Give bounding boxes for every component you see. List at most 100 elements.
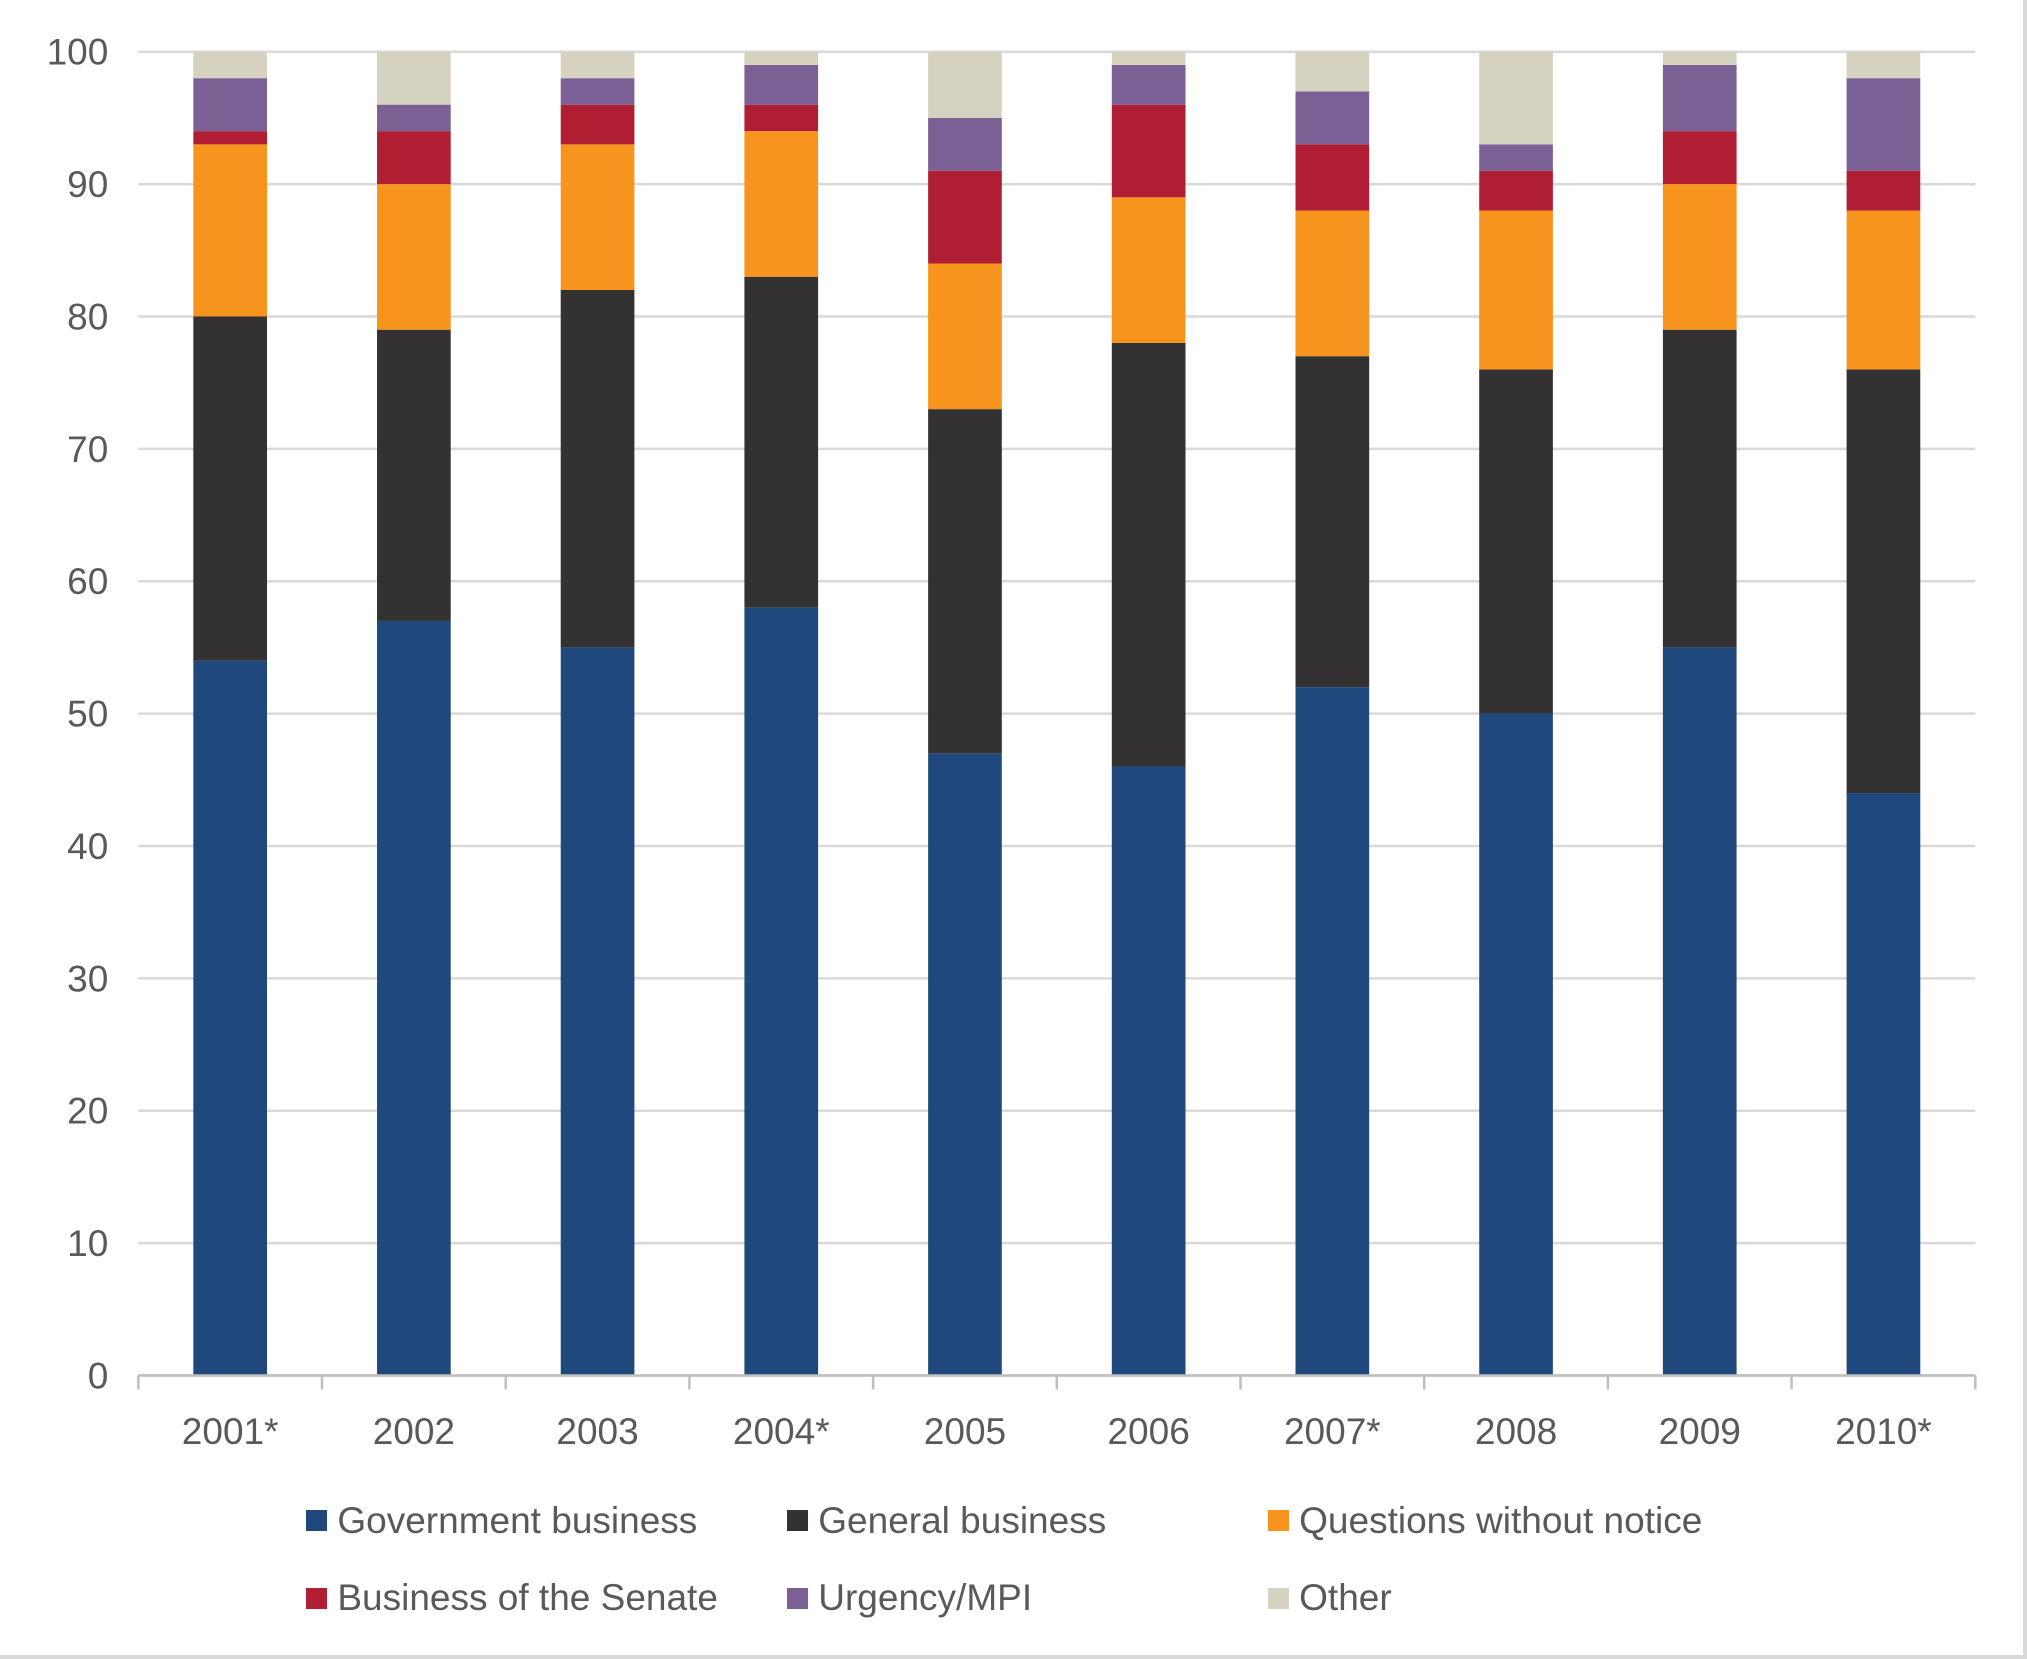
- y-tick-label: 100: [47, 32, 109, 73]
- bar-segment-government-business: [1295, 687, 1370, 1376]
- bar-segment-urgency-mpi: [1111, 64, 1186, 105]
- bar-segment-general-business: [560, 289, 635, 648]
- y-tick-label: 30: [67, 958, 108, 999]
- bar-segment-government-business: [377, 620, 451, 1376]
- legend-item-government-business: Government business: [306, 1500, 697, 1542]
- bar-segment-business-of-the-senate: [1295, 144, 1370, 211]
- bar-segment-business-of-the-senate: [1846, 170, 1921, 211]
- bar-segment-questions-without-notice: [1479, 210, 1553, 370]
- bar-segment-government-business: [1662, 647, 1737, 1376]
- y-tick-label: 40: [67, 826, 108, 867]
- x-tick-label: 2006: [1107, 1411, 1189, 1452]
- bar-stack-2009: [1662, 51, 1737, 1376]
- bar-stack-2010-star: [1846, 51, 1921, 1376]
- bar-segment-other: [1662, 51, 1737, 65]
- bar-segment-questions-without-notice: [560, 144, 635, 290]
- y-tick-label: 60: [67, 561, 108, 602]
- bar-segment-government-business: [193, 660, 268, 1376]
- y-tick-label: 90: [67, 164, 108, 205]
- bar-segment-general-business: [928, 409, 1002, 754]
- bar-segment-other: [1479, 51, 1553, 145]
- bar-segment-business-of-the-senate: [1479, 170, 1553, 211]
- bar-segment-urgency-mpi: [1479, 144, 1553, 171]
- bar-stack-2006: [1111, 51, 1186, 1376]
- y-tick-label: 50: [67, 694, 108, 735]
- legend-item-urgency-mpi: Urgency/MPI: [787, 1577, 1032, 1619]
- bar-segment-other: [744, 51, 819, 65]
- bar-segment-other: [1295, 51, 1370, 92]
- bar-segment-general-business: [1111, 342, 1186, 767]
- bar-segment-urgency-mpi: [744, 64, 819, 105]
- legend-swatch: [1268, 1587, 1290, 1609]
- bar-segment-other: [1846, 51, 1921, 79]
- bar-segment-government-business: [928, 753, 1002, 1376]
- x-tick-label: 2007*: [1284, 1411, 1381, 1452]
- bar-segment-questions-without-notice: [377, 184, 451, 330]
- bar-stack-2008: [1479, 51, 1553, 1376]
- bar-stack-2004-star: [744, 51, 819, 1376]
- axes: [137, 1374, 1977, 1390]
- bar-segment-general-business: [1662, 329, 1737, 648]
- bar-segment-business-of-the-senate: [377, 131, 451, 185]
- x-tick-label: 2003: [556, 1411, 638, 1452]
- legend-swatch: [306, 1587, 328, 1609]
- legend-swatch: [1268, 1510, 1290, 1532]
- bar-segment-urgency-mpi: [560, 78, 635, 105]
- bar-segment-other: [1111, 51, 1186, 65]
- bar-segment-questions-without-notice: [1846, 210, 1921, 370]
- bar-segment-business-of-the-senate: [560, 104, 635, 145]
- x-tick-label: 2005: [924, 1411, 1006, 1452]
- legend-label: Other: [1299, 1577, 1392, 1619]
- bar-stack-2001-star: [193, 51, 268, 1376]
- y-axis-tick-labels: 0 10 20 30 40 50 60 70 80 90 100: [47, 32, 109, 1397]
- bar-segment-general-business: [1479, 369, 1553, 714]
- y-tick-label: 0: [88, 1355, 109, 1396]
- bar-segment-questions-without-notice: [193, 144, 268, 317]
- bar-segment-urgency-mpi: [928, 117, 1002, 171]
- bar-segment-urgency-mpi: [377, 104, 451, 132]
- bar-segment-government-business: [1111, 766, 1186, 1376]
- x-tick-label: 2009: [1659, 1411, 1741, 1452]
- bar-segment-questions-without-notice: [928, 263, 1002, 410]
- y-tick-label: 20: [67, 1091, 108, 1132]
- legend-label: Government business: [337, 1499, 698, 1541]
- bar-segment-other: [193, 51, 268, 79]
- bar-segment-questions-without-notice: [744, 131, 819, 277]
- bar-segment-business-of-the-senate: [1111, 104, 1186, 198]
- legend-swatch: [787, 1510, 809, 1532]
- bars: [193, 51, 1921, 1376]
- legend-swatch: [787, 1587, 809, 1609]
- bar-segment-questions-without-notice: [1111, 197, 1186, 343]
- legend-item-questions-without-notice: Questions without notice: [1268, 1500, 1702, 1542]
- bar-stack-2002: [377, 51, 451, 1376]
- bar-stack-2007-star: [1295, 51, 1370, 1376]
- bar-segment-business-of-the-senate: [744, 104, 819, 132]
- bar-segment-business-of-the-senate: [193, 131, 268, 145]
- legend-label: General business: [818, 1499, 1107, 1541]
- legend-swatch: [306, 1510, 328, 1532]
- bar-segment-other: [377, 51, 451, 105]
- bar-segment-general-business: [1295, 356, 1370, 688]
- bar-segment-other: [928, 51, 1002, 118]
- legend-label: Questions without notice: [1299, 1499, 1703, 1541]
- bar-segment-government-business: [744, 607, 819, 1376]
- x-tick-label: 2008: [1475, 1411, 1557, 1452]
- legend-item-business-of-the-senate: Business of the Senate: [306, 1577, 718, 1619]
- bar-segment-general-business: [744, 276, 819, 608]
- y-tick-label: 10: [67, 1223, 108, 1264]
- bar-segment-general-business: [193, 316, 268, 661]
- x-tick-label: 2002: [373, 1411, 455, 1452]
- x-tick-label: 2004*: [733, 1411, 830, 1452]
- x-axis-tick-labels: 2001* 2002 2003 2004* 2005 2006 2007* 2008 2009 2…: [182, 1411, 1932, 1452]
- legend-item-general-business: General business: [787, 1500, 1106, 1542]
- bar-segment-government-business: [1479, 713, 1553, 1376]
- bar-segment-business-of-the-senate: [1662, 131, 1737, 185]
- legend-label: Business of the Senate: [337, 1577, 718, 1619]
- legend-label: Urgency/MPI: [818, 1577, 1033, 1619]
- bar-segment-other: [560, 51, 635, 79]
- bar-segment-government-business: [560, 647, 635, 1376]
- bar-segment-urgency-mpi: [1662, 64, 1737, 132]
- bar-segment-urgency-mpi: [193, 78, 268, 132]
- bar-segment-general-business: [377, 329, 451, 621]
